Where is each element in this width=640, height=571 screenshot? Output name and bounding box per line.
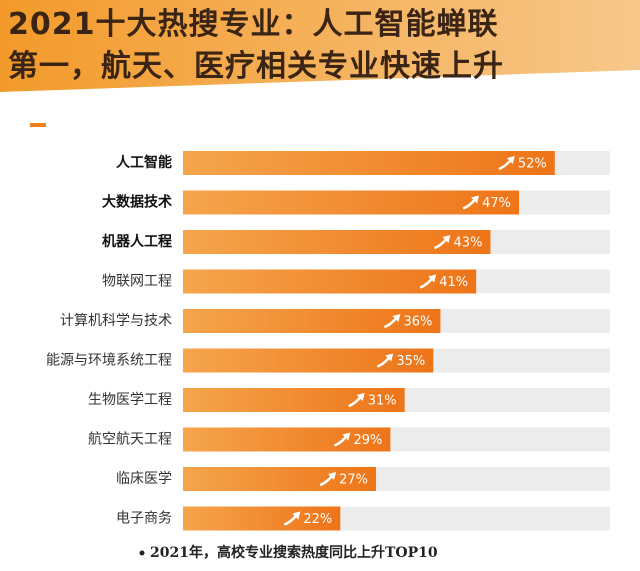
trend-arrow — [419, 277, 434, 289]
bar — [183, 467, 377, 491]
trend-arrowhead — [506, 156, 515, 164]
trend-arrowhead — [442, 235, 451, 243]
bar — [183, 151, 555, 175]
value-label: 35% — [396, 354, 425, 369]
bar — [183, 309, 441, 333]
title-line: 2021十大热搜专业：人工智能蝉联 — [8, 7, 499, 42]
category-label: 人工智能 — [116, 154, 172, 171]
category-label: 机器人工程 — [102, 233, 172, 250]
category-label: 航空航天工程 — [88, 432, 172, 448]
trend-arrowhead — [392, 314, 401, 322]
bar — [183, 388, 405, 412]
value-label: 52% — [518, 157, 547, 172]
trend-arrowhead — [471, 195, 480, 204]
title-line: 第一，航天、医疗相关专业快速上升 — [8, 49, 504, 84]
value-label: 29% — [353, 433, 382, 448]
trend-arrow — [434, 238, 448, 250]
trend-arrowhead — [328, 472, 337, 480]
trend-arrow — [376, 356, 391, 368]
trend-arrowhead — [356, 393, 365, 401]
trend-arrow — [383, 317, 398, 329]
bar — [183, 427, 391, 452]
trend-arrowhead — [342, 432, 351, 441]
value-label: 47% — [482, 196, 511, 211]
trend-arrow — [348, 396, 362, 408]
value-label: 22% — [303, 512, 332, 527]
trend-arrow — [498, 159, 512, 171]
bar — [183, 269, 477, 294]
trend-arrow — [319, 475, 333, 487]
accent-dash — [30, 123, 46, 127]
trend-arrow — [462, 198, 476, 210]
bar-rows: 人工智能 52% 大数据技术 47% 机器人工程 43% 物联网工程 41% 计算机科学与技术 3… — [46, 151, 610, 531]
category-label: 大数据技术 — [102, 194, 172, 211]
header-cut — [0, 70, 640, 100]
trend-arrowhead — [292, 511, 301, 520]
trend-arrow — [333, 435, 348, 447]
value-label: 27% — [339, 473, 368, 488]
trend-arrowhead — [385, 353, 394, 362]
bar — [183, 190, 520, 215]
bar — [183, 230, 491, 254]
bar — [183, 348, 434, 373]
category-label: 计算机科学与技术 — [60, 313, 172, 329]
category-label: 生物医学工程 — [88, 392, 172, 408]
footnote: 2021年，高校专业搜索热度同比上升TOP10 — [150, 544, 438, 561]
bullet — [139, 550, 145, 556]
trend-arrow — [283, 514, 298, 526]
category-label: 临床医学 — [116, 471, 172, 487]
value-label: 41% — [439, 275, 468, 290]
category-label: 电子商务 — [116, 511, 172, 527]
category-label: 物联网工程 — [102, 274, 172, 290]
trend-arrowhead — [428, 274, 437, 283]
value-label: 36% — [403, 315, 432, 330]
bar — [183, 506, 341, 531]
value-label: 43% — [454, 236, 483, 251]
value-label: 31% — [368, 394, 397, 409]
category-label: 能源与环境系统工程 — [46, 353, 172, 369]
